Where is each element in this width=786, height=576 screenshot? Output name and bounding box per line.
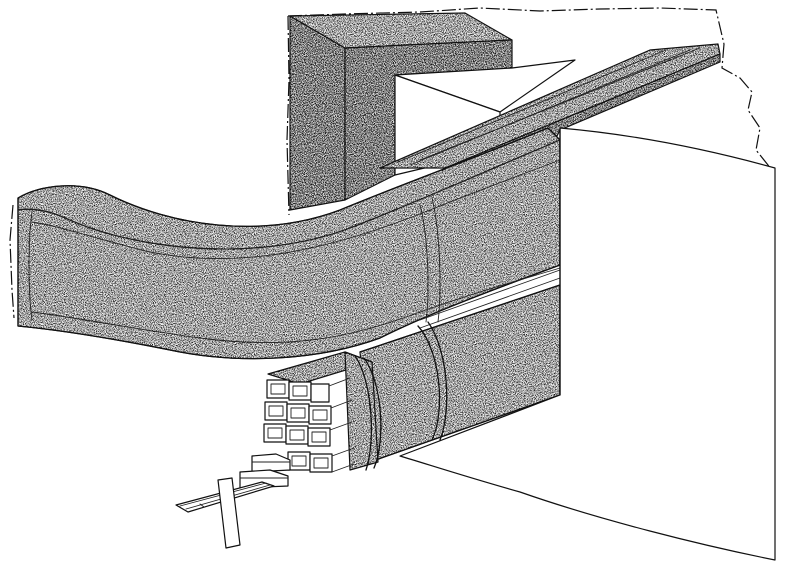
tube-opening [290,407,306,419]
tube-row-1 [266,379,330,403]
tube-opening [289,429,305,441]
tube-opening [267,427,283,439]
wall-column [289,12,513,211]
tube-steps [239,453,291,489]
strip-hanger [217,477,241,549]
column-left-face [289,15,346,211]
tube [264,401,288,421]
lower-duct-seam-1 [419,269,561,321]
tube-row-4 [287,451,333,473]
tube-opening [313,457,329,469]
elbow-joint-right-2 [431,197,441,323]
tube-opening [292,385,308,397]
elbow-joint-left [28,211,33,321]
lower-duct-seam-2 [419,277,561,329]
tube [308,405,332,425]
wall-top-edge [287,7,725,45]
duct-end-left-edge [9,204,15,319]
elbow-band-lower [31,267,561,344]
elbow-band-upper [31,159,561,260]
step-tube [251,453,291,473]
elbow-joint-right [419,204,429,323]
wall-left-edge [286,15,290,216]
tube [286,403,310,423]
tube-opening [291,455,307,467]
tube [309,453,333,473]
mouth-shell-right [344,351,379,471]
tube-opening [270,383,286,395]
tube-opening [268,405,284,417]
tube [307,427,331,447]
elbow-top-edge-line [17,139,561,250]
tube [285,425,309,445]
tube [266,379,290,399]
straight-duct-back [379,43,721,169]
tube [310,383,330,403]
wall-right-edge [721,43,773,171]
tube-side-lines [328,377,355,473]
mouth-band [354,355,373,471]
duct-mouth [175,351,382,549]
flat-strip [175,477,275,549]
step-tube [239,469,289,489]
lower-duct-band-right [427,321,448,441]
tube-row-3 [263,423,331,447]
wall-boundary [9,7,773,319]
tube-opening [311,431,327,443]
duct-back-seam-1 [397,49,667,163]
right-wall [399,127,776,561]
duct-back-seam-2 [409,49,691,166]
step-lines [239,461,291,479]
tube [287,451,311,471]
tube-stack [263,377,355,473]
right-wall-face [399,127,776,561]
tube-opening [312,409,328,421]
lower-duct-band-left [417,325,441,441]
duct-back-seam-3 [419,47,701,161]
tube [263,423,287,443]
tube-row-2 [264,401,332,425]
mouth-band-2 [363,357,382,469]
duct-back-top [379,43,721,169]
tube [288,381,312,401]
